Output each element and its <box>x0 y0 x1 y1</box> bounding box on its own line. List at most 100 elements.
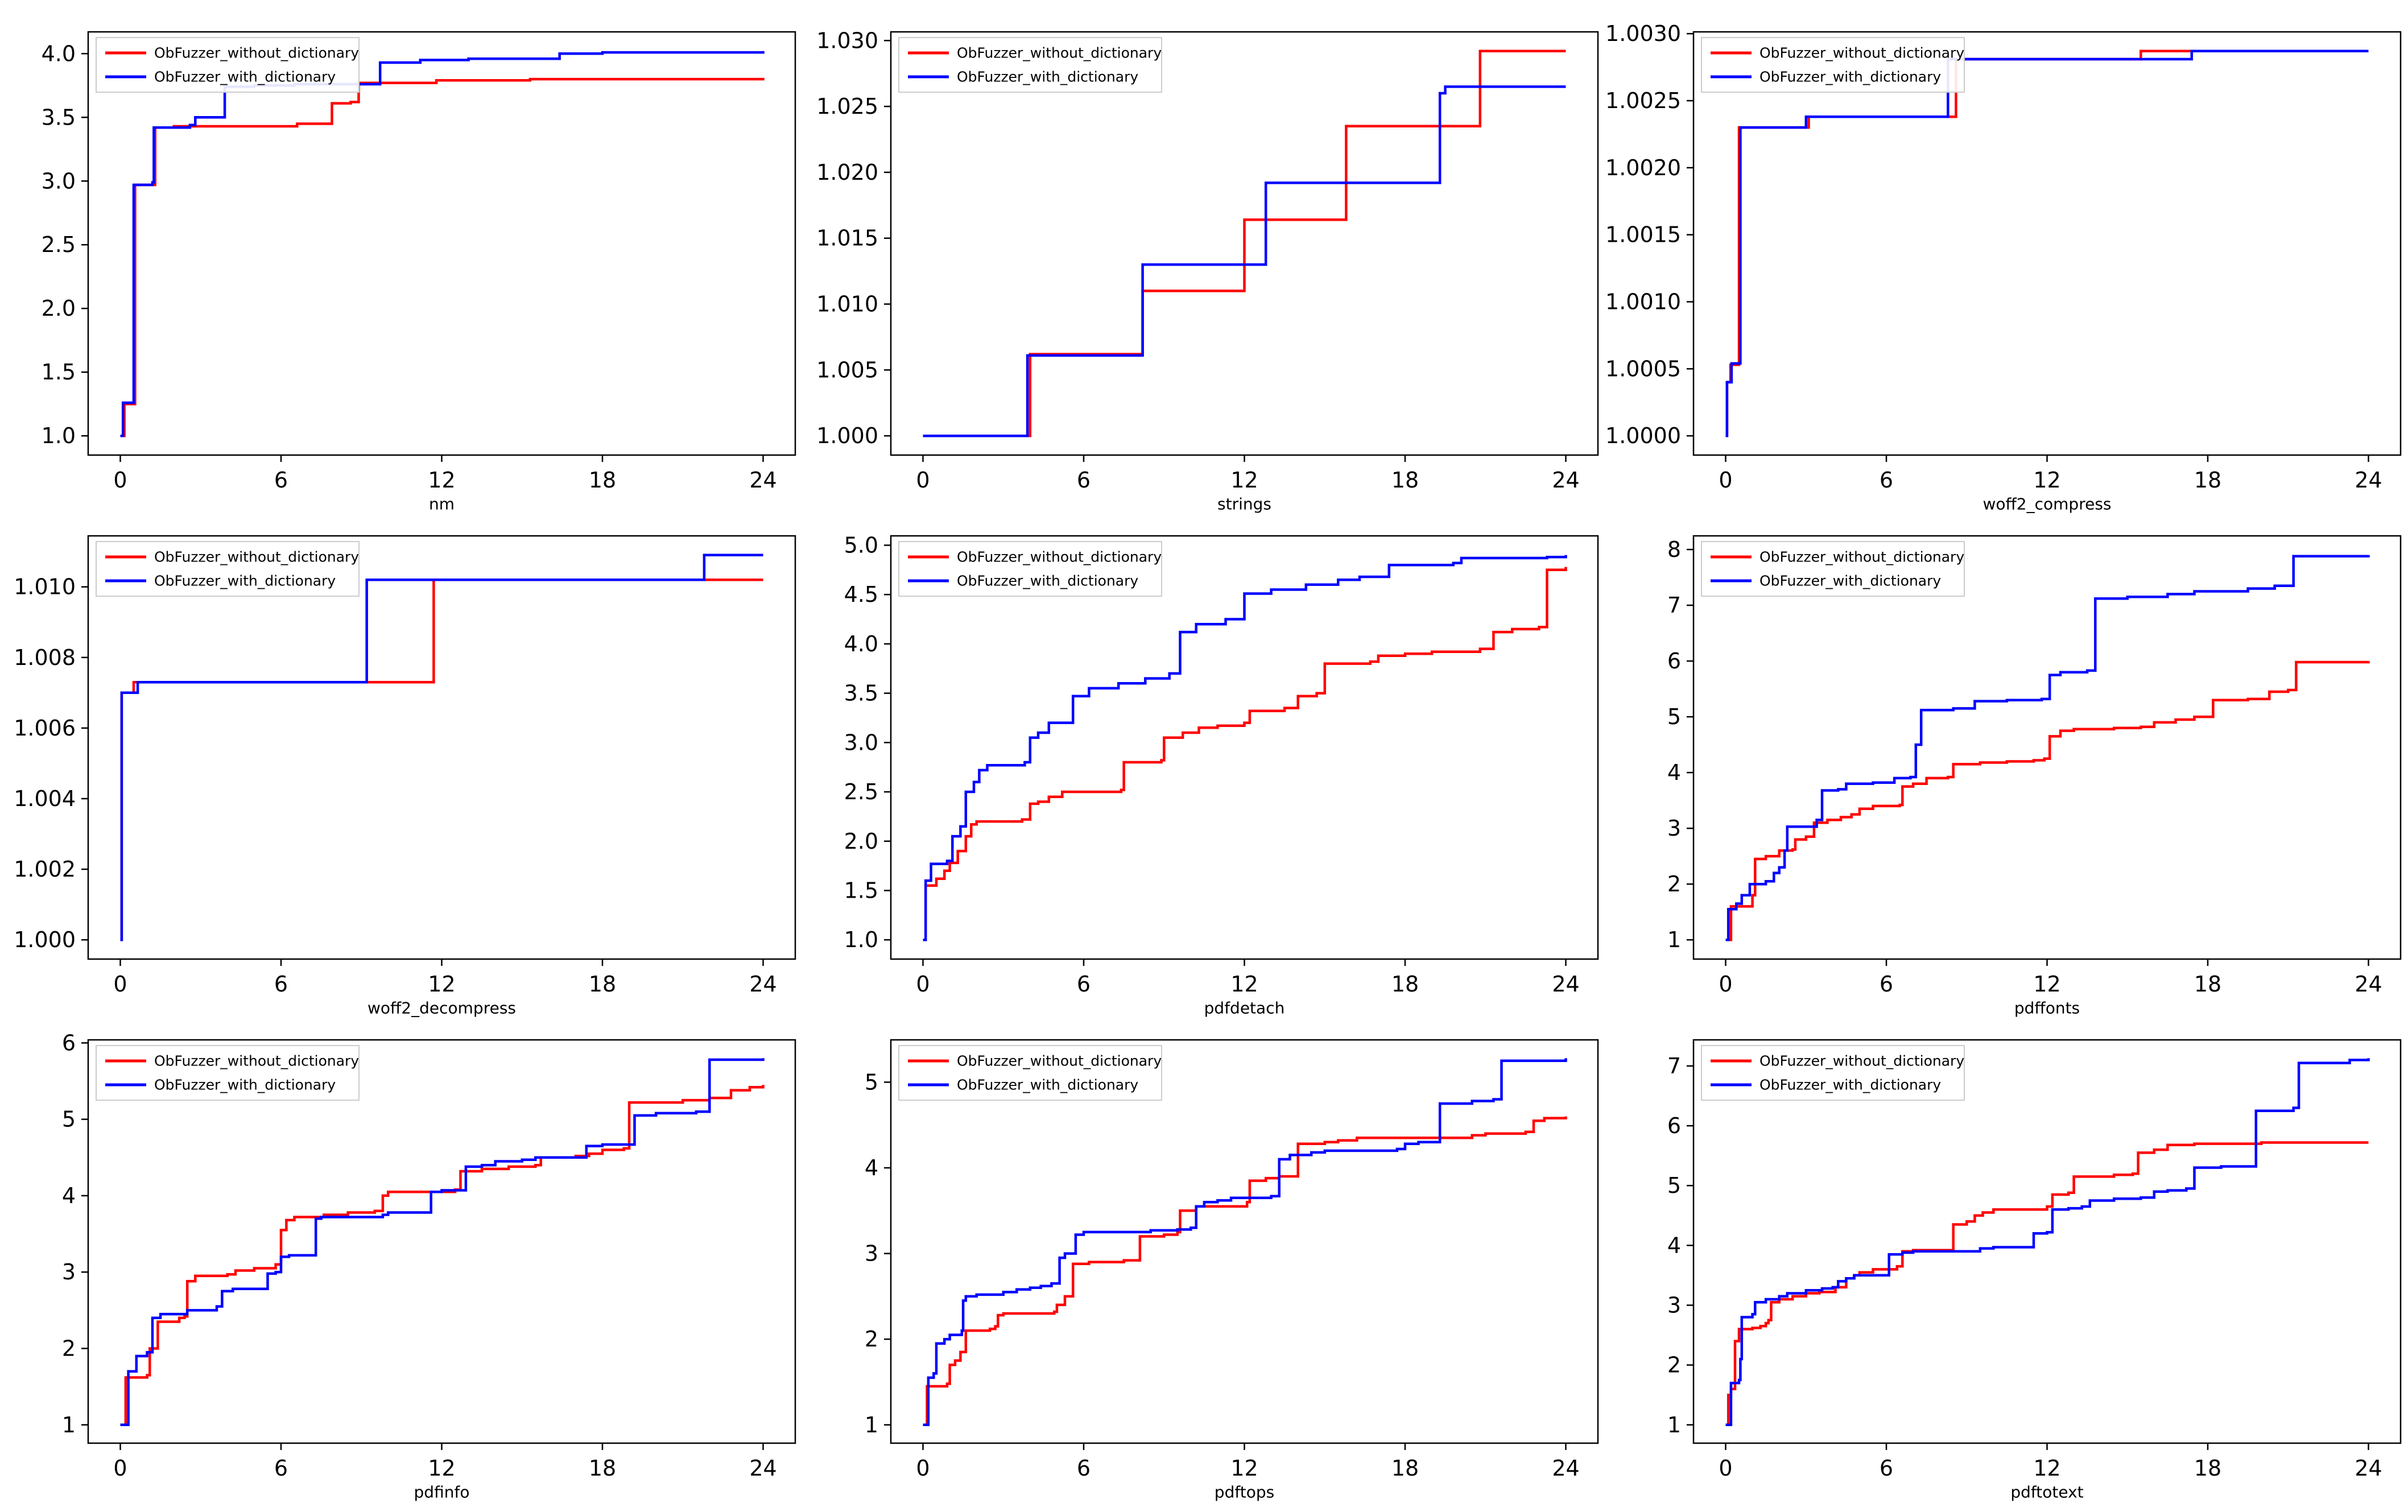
y-tick-label: 3.5 <box>844 681 878 706</box>
y-tick-label: 1.006 <box>14 716 76 741</box>
x-tick-label: 6 <box>1880 1456 1893 1481</box>
x-tick-label: 12 <box>2033 972 2060 997</box>
legend-box <box>898 541 1162 597</box>
legend-label-with: ObFuzzer_with_dictionary <box>154 1077 336 1093</box>
legend-label-without: ObFuzzer_without_dictionary <box>957 549 1162 565</box>
legend-box <box>898 1045 1162 1101</box>
y-tick-label: 1 <box>865 1412 878 1437</box>
series-line-with-dictionary <box>120 51 765 437</box>
x-tick-label: 12 <box>2033 468 2060 493</box>
x-axis: 0 6 12 18 24 <box>916 959 1580 997</box>
y-tick-label: 4 <box>1667 1233 1681 1258</box>
y-axis: 1.000 1.005 1.010 1.015 1.020 1.025 1.030 <box>816 28 891 448</box>
x-tick-label: 0 <box>916 972 930 997</box>
y-tick-label: 1 <box>62 1412 76 1437</box>
series-line-without-dictionary <box>120 579 763 941</box>
x-tick-label: 6 <box>274 468 288 493</box>
legend: ObFuzzer_without_dictionary ObFuzzer_with… <box>898 37 1162 93</box>
y-tick-label: 2 <box>865 1327 878 1352</box>
legend-label-without: ObFuzzer_without_dictionary <box>1759 1053 1964 1069</box>
subplot-nm: 1.0 1.5 2.0 2.5 3.0 3.5 4.0 0 6 12 18 24 nm ObFuzzer_… <box>0 0 803 514</box>
y-tick-label: 5 <box>62 1107 76 1132</box>
legend-label-without: ObFuzzer_without_dictionary <box>154 549 359 565</box>
y-tick-label: 4 <box>865 1155 878 1180</box>
y-axis: 1 2 3 4 5 6 7 8 <box>1667 537 1694 952</box>
chart-canvas-woff2-compress: 1.0000 1.0005 1.0010 1.0015 1.0020 1.0025 1.00… <box>1605 21 2402 514</box>
x-tick-label: 6 <box>1077 468 1091 493</box>
y-tick-label: 1.0025 <box>1605 88 1681 113</box>
x-tick-label: 6 <box>274 1456 288 1481</box>
x-axis: 0 6 12 18 24 <box>1719 1443 2382 1481</box>
y-tick-label: 5.0 <box>844 532 878 557</box>
x-tick-label: 24 <box>749 972 776 997</box>
x-axis: 0 6 12 18 24 <box>1719 959 2382 997</box>
y-tick-label: 2.0 <box>42 296 76 321</box>
x-tick-label: 0 <box>113 1456 127 1481</box>
x-tick-label: 0 <box>1719 972 1732 997</box>
legend-box <box>1701 1045 1965 1101</box>
y-tick-label: 1.0030 <box>1605 21 1681 46</box>
x-tick-label: 24 <box>749 468 776 493</box>
axes-box <box>1692 31 2402 456</box>
y-tick-label: 1.0010 <box>1605 290 1681 315</box>
y-tick-label: 1.0000 <box>1605 423 1681 448</box>
x-tick-label: 12 <box>428 972 455 997</box>
x-tick-label: 6 <box>1077 972 1091 997</box>
y-tick-label: 3.0 <box>42 168 76 193</box>
y-tick-label: 1.0 <box>42 423 76 448</box>
legend: ObFuzzer_without_dictionary ObFuzzer_with… <box>898 1045 1162 1101</box>
y-tick-label: 1 <box>1667 1412 1681 1437</box>
subplot-pdffonts: 1 2 3 4 5 6 7 8 0 6 12 18 24 pdffonts ObFuzzer_without… <box>1605 504 2408 1018</box>
subplot-pdftops: 1 2 3 4 5 0 6 12 18 24 pdftops ObFuzzer_without_dic… <box>803 1008 1605 1512</box>
x-tick-label: 18 <box>1391 1456 1419 1481</box>
legend-label-with: ObFuzzer_with_dictionary <box>957 573 1138 589</box>
y-tick-label: 1.0005 <box>1605 356 1681 381</box>
y-axis: 1 2 3 4 5 6 <box>62 1030 88 1437</box>
legend-label-with: ObFuzzer_with_dictionary <box>154 573 336 589</box>
y-tick-label: 1.0015 <box>1605 222 1681 247</box>
series-line-without-dictionary <box>1725 660 2370 941</box>
y-tick-label: 1.020 <box>816 160 878 185</box>
x-tick-label: 0 <box>1719 468 1732 493</box>
subplot-pdftotext: 1 2 3 4 5 6 7 0 6 12 18 24 pdftotext ObFuzzer_without… <box>1605 1008 2408 1512</box>
y-tick-label: 2 <box>1667 1353 1681 1378</box>
series-line-without-dictionary <box>923 1116 1567 1427</box>
legend-label-with: ObFuzzer_with_dictionary <box>957 1077 1138 1093</box>
legend-box <box>96 37 360 93</box>
x-tick-label: 18 <box>2194 468 2221 493</box>
x-axis-label: strings <box>1217 495 1271 514</box>
legend-label-without: ObFuzzer_without_dictionary <box>154 1053 359 1069</box>
y-tick-label: 1.0 <box>844 927 878 952</box>
x-tick-label: 6 <box>1880 468 1893 493</box>
y-tick-label: 3.5 <box>42 105 76 130</box>
x-axis-label: nm <box>429 495 455 514</box>
chart-canvas-strings: 1.000 1.005 1.010 1.015 1.020 1.025 1.030 0 6 12 1… <box>816 28 1599 514</box>
legend: ObFuzzer_without_dictionary ObFuzzer_with… <box>96 1045 360 1101</box>
y-tick-label: 4 <box>62 1183 76 1208</box>
y-tick-label: 1.5 <box>42 360 76 385</box>
y-tick-label: 1.004 <box>14 786 76 811</box>
x-axis: 0 6 12 18 24 <box>916 1443 1580 1481</box>
x-tick-label: 12 <box>1230 972 1258 997</box>
y-tick-label: 1.5 <box>844 878 878 903</box>
x-axis: 0 6 12 18 24 <box>113 1443 777 1481</box>
y-tick-label: 6 <box>62 1030 76 1055</box>
x-tick-label: 18 <box>589 468 616 493</box>
y-tick-label: 4 <box>1667 760 1681 785</box>
legend-box <box>898 37 1162 93</box>
y-tick-label: 4.0 <box>42 41 76 66</box>
series-line-without-dictionary <box>923 567 1567 941</box>
y-axis: 1 2 3 4 5 6 7 <box>1667 1054 1694 1437</box>
legend-box <box>96 1045 360 1101</box>
axes-box <box>1692 535 2402 960</box>
x-axis-label: pdfdetach <box>1204 999 1285 1018</box>
y-tick-label: 5 <box>1667 704 1681 729</box>
y-tick-label: 3 <box>1667 1292 1681 1317</box>
x-tick-label: 24 <box>1552 972 1579 997</box>
y-tick-label: 7 <box>1667 1054 1681 1079</box>
x-axis-label: woff2_decompress <box>367 999 516 1018</box>
y-tick-label: 6 <box>1667 648 1681 674</box>
y-axis: 1.0 1.5 2.0 2.5 3.0 3.5 4.0 <box>42 41 88 448</box>
